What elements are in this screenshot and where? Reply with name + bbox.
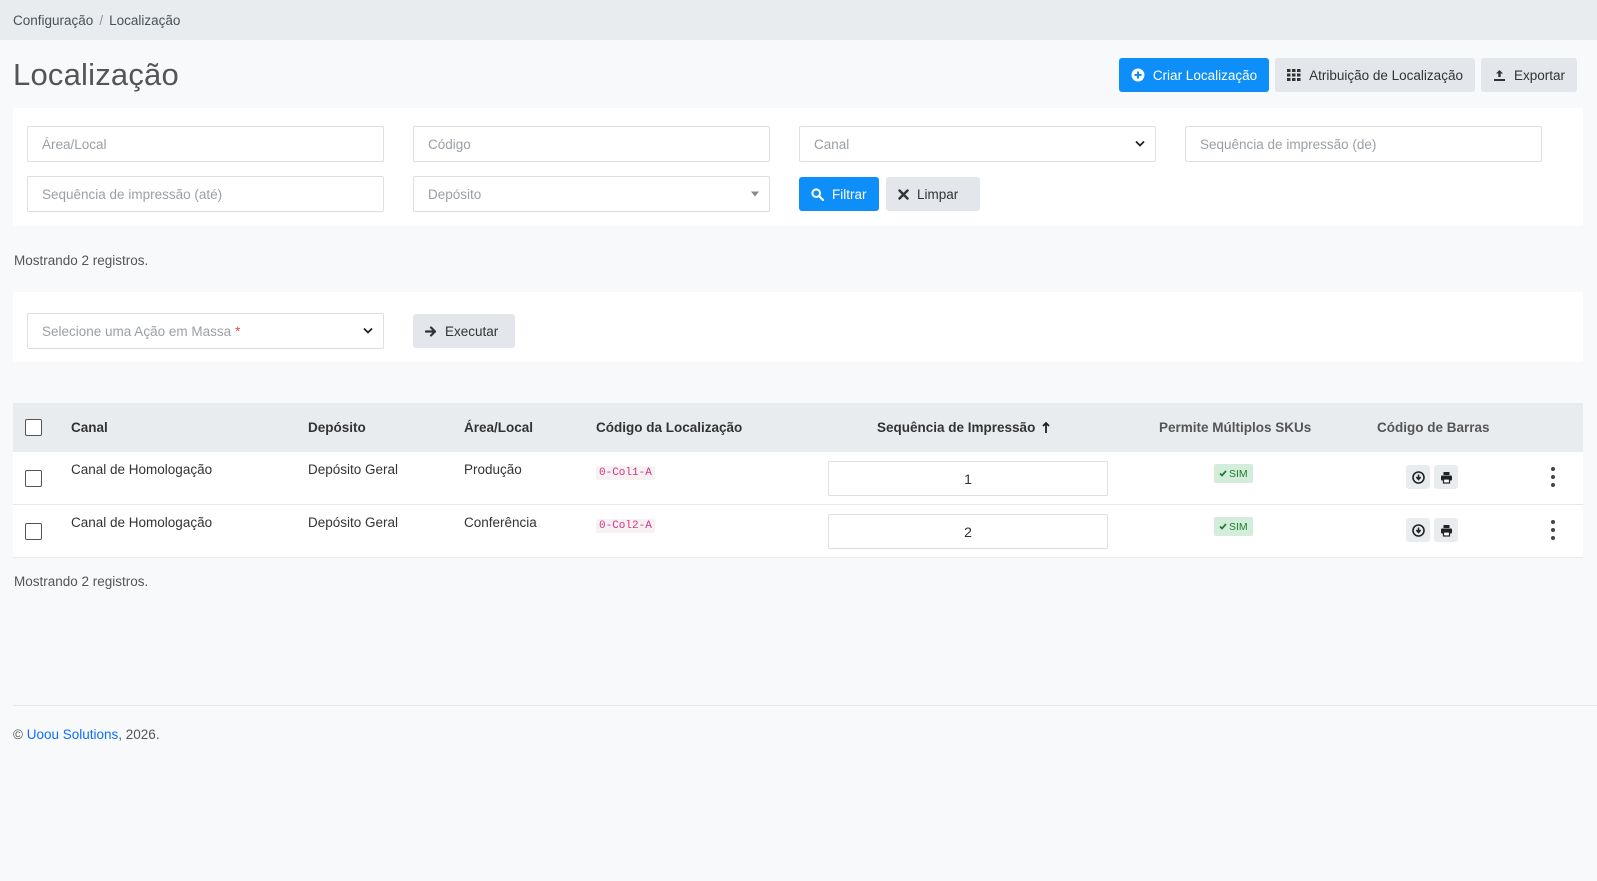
filter-button[interactable]: Filtrar [799,177,879,211]
table-row: Canal de Homologação Depósito Geral Prod… [13,452,1583,505]
cell-deposito: Depósito Geral [308,515,399,530]
print-icon [1440,524,1452,537]
chevron-down-icon [363,327,373,334]
area-filter-input[interactable]: Área/Local [27,126,384,162]
check-icon [1219,470,1227,477]
arrow-right-icon [425,325,437,337]
caret-down-icon [751,191,759,197]
seq-to-placeholder: Sequência de impressão (até) [42,186,223,202]
page-title: Localização [13,57,179,92]
seq-from-placeholder: Sequência de impressão (de) [1200,136,1377,152]
assign-location-label: Atribuição de Localização [1309,67,1463,83]
footer-divider [13,705,1597,706]
table-header: Canal Depósito Área/Local Código da Loca… [13,403,1583,452]
cell-canal: Canal de Homologação [71,462,213,477]
breadcrumb: Configuração / Localização [0,0,1597,40]
header-actions: Criar Localização Atribuição de Localiza… [1118,58,1577,92]
row-checkbox[interactable] [25,523,42,540]
header-canal[interactable]: Canal [71,420,108,435]
cell-codigo: 0-Col1-A [596,463,655,480]
records-count-bottom: Mostrando 2 registros. [14,574,149,589]
cell-canal: Canal de Homologação [71,515,213,530]
seq-from-filter-input[interactable]: Sequência de impressão (de) [1185,126,1542,162]
locations-table: Canal Depósito Área/Local Código da Loca… [13,403,1583,558]
bulk-action-placeholder: Selecione uma Ação em Massa [42,323,232,339]
clear-button[interactable]: Limpar [886,177,980,211]
header-area[interactable]: Área/Local [464,420,534,435]
multiple-skus-value: SIM [1229,467,1248,480]
deposit-filter-placeholder: Depósito [428,186,482,202]
row-menu-kebab-icon[interactable] [1550,520,1556,540]
download-circle-icon [1411,470,1425,484]
breadcrumb-separator: / [99,12,104,28]
multiple-skus-value: SIM [1229,520,1248,533]
search-icon [811,187,824,201]
channel-filter-select[interactable]: Canal [799,126,1156,162]
footer: © Uoou Solutions, 2026. [13,727,160,742]
close-icon [898,188,909,200]
breadcrumb-item-configuracao[interactable]: Configuração [13,12,94,28]
bulk-action-panel: Selecione uma Ação em Massa * Executar [13,292,1583,362]
barcode-print-button[interactable] [1434,518,1458,542]
deposit-filter-select[interactable]: Depósito [413,176,770,212]
header-deposito[interactable]: Depósito [308,420,366,435]
sequence-input[interactable]: 1 [828,461,1108,496]
chevron-down-icon [1135,140,1145,147]
export-icon [1493,69,1505,81]
location-code: 0-Col1-A [596,466,655,480]
download-circle-icon [1411,523,1425,537]
cell-area: Conferência [464,515,537,530]
header-codigo[interactable]: Código da Localização [596,420,743,435]
required-mark: * [235,323,241,339]
footer-year: , 2026. [118,727,160,742]
sort-arrow-up-icon [1042,421,1050,433]
export-button[interactable]: Exportar [1480,58,1577,92]
export-label: Exportar [1513,67,1565,83]
header-multiplos: Permite Múltiplos SKUs [1159,420,1312,435]
execute-button[interactable]: Executar [413,314,515,348]
grid-icon [1287,69,1301,81]
row-checkbox[interactable] [25,470,42,487]
area-filter-placeholder: Área/Local [42,136,107,152]
barcode-print-button[interactable] [1434,465,1458,489]
clear-button-label: Limpar [917,186,959,202]
create-location-label: Criar Localização [1152,67,1258,83]
page-header: Localização Criar Localização Atribuição… [13,56,1577,94]
plus-circle-icon [1131,68,1145,82]
company-link[interactable]: Uoou Solutions [26,727,119,742]
execute-button-label: Executar [445,323,499,339]
cell-codigo: 0-Col2-A [596,516,655,533]
barcode-download-button[interactable] [1406,465,1430,489]
check-icon [1219,523,1227,530]
print-icon [1440,471,1452,484]
sequence-input[interactable]: 2 [828,514,1108,549]
filter-button-label: Filtrar [832,186,867,202]
header-barras: Código de Barras [1377,420,1490,435]
table-row: Canal de Homologação Depósito Geral Conf… [13,505,1583,558]
channel-filter-placeholder: Canal [814,136,850,152]
cell-area: Produção [464,462,522,477]
copyright-symbol: © [13,727,23,742]
filter-panel: Área/Local Código Canal Sequência de imp… [13,108,1583,226]
seq-to-filter-input[interactable]: Sequência de impressão (até) [27,176,384,212]
header-sequencia-label: Sequência de Impressão [877,420,1036,435]
records-count-top: Mostrando 2 registros. [14,253,149,268]
cell-deposito: Depósito Geral [308,462,399,477]
select-all-checkbox[interactable] [25,419,42,436]
create-location-button[interactable]: Criar Localização [1118,58,1270,92]
code-filter-placeholder: Código [428,136,471,152]
breadcrumb-item-localizacao: Localização [109,12,181,28]
multiple-skus-badge: SIM [1214,464,1253,483]
assign-location-button[interactable]: Atribuição de Localização [1275,58,1475,92]
barcode-download-button[interactable] [1406,518,1430,542]
bulk-action-select[interactable]: Selecione uma Ação em Massa * [27,313,384,349]
header-sequencia[interactable]: Sequência de Impressão [877,403,1050,452]
multiple-skus-badge: SIM [1214,517,1253,536]
location-code: 0-Col2-A [596,519,655,533]
code-filter-input[interactable]: Código [413,126,770,162]
row-menu-kebab-icon[interactable] [1550,467,1556,487]
